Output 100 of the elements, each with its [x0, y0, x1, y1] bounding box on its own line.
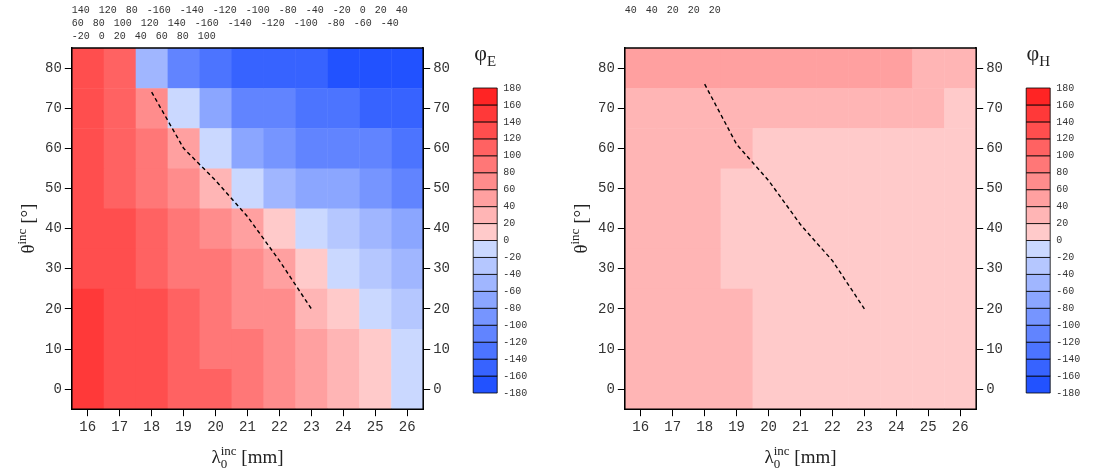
text: 20 [687, 4, 700, 16]
y2-tick-label: 10 [986, 340, 1004, 357]
color-bar-label: -40 [503, 269, 522, 281]
text: -40 [305, 4, 324, 16]
x-tick-label: 19 [175, 419, 193, 436]
text: -140 [227, 17, 252, 29]
text: 40 [134, 30, 147, 42]
color-bar-label: 80 [1056, 167, 1069, 179]
y2-tick-label: 40 [986, 220, 1004, 237]
text: 80 [125, 4, 138, 16]
text: 40 [395, 4, 408, 16]
color-bar-label: -160 [503, 370, 528, 382]
x-tick-label: 22 [271, 419, 288, 436]
text: -120 [260, 17, 285, 29]
text: 120 [140, 17, 159, 29]
y2-tick-label: 80 [433, 59, 451, 76]
text: 0 [359, 4, 366, 16]
x-tick-label: 26 [398, 419, 416, 436]
color-bar-label: 0 [503, 235, 510, 247]
text: -100 [293, 17, 318, 29]
x-tick-label: 19 [728, 419, 746, 436]
y-tick-label: 40 [597, 220, 615, 237]
x-tick-label: 23 [855, 419, 873, 436]
x-tick-label: 26 [951, 419, 969, 436]
x-tick-label: 25 [919, 419, 937, 436]
y2-tick-label: 60 [986, 140, 1004, 157]
text: 0 [98, 30, 105, 42]
color-bar-label: 20 [1056, 218, 1069, 230]
y-tick-label: 80 [597, 59, 615, 76]
x-tick-label: 21 [239, 419, 256, 436]
x-tick-label: 20 [760, 419, 777, 436]
x-tick-label: 23 [302, 419, 320, 436]
text: -160 [146, 4, 171, 16]
color-bar-label: 120 [503, 133, 522, 145]
y-tick-label: 50 [44, 180, 62, 197]
y2-tick-label: 70 [986, 99, 1004, 116]
color-bar-label: -40 [1056, 269, 1075, 281]
text: -20 [332, 4, 351, 16]
color-bar-label: -60 [503, 285, 522, 297]
color-bar-label: 140 [1056, 116, 1075, 128]
y2-tick-label: 70 [433, 99, 451, 116]
text: -160 [194, 17, 219, 29]
color-bar-label: -180 [503, 387, 528, 399]
y2-tick-label: 30 [986, 260, 1004, 277]
x-tick-label: 22 [824, 419, 841, 436]
x-tick-label: 24 [887, 419, 905, 436]
color-bar-label: -20 [1056, 252, 1075, 264]
color-bar-label: -140 [1056, 353, 1081, 365]
text: 80 [176, 30, 189, 42]
color-bar-label: 120 [1056, 133, 1075, 145]
y-axis-title: θinc [°] [567, 203, 591, 254]
color-bar-label: 40 [503, 201, 516, 213]
x-tick-label: 24 [334, 419, 352, 436]
text: 40 [645, 4, 658, 16]
color-bar-label: 60 [503, 184, 516, 196]
y2-tick-label: 40 [433, 220, 451, 237]
y-tick-label: 10 [597, 340, 615, 357]
color-bar-label: 80 [503, 167, 516, 179]
y-tick-label: 30 [597, 260, 615, 277]
color-bar-label: -180 [1056, 387, 1081, 399]
text: 100 [197, 30, 216, 42]
color-bar-label: -100 [503, 319, 528, 331]
x-tick-label: 18 [143, 419, 161, 436]
text: -120 [212, 4, 237, 16]
x-tick-label: 18 [696, 419, 714, 436]
color-bar-label: 20 [503, 218, 516, 230]
text: -140 [179, 4, 204, 16]
y2-tick-label: 50 [986, 180, 1004, 197]
color-bar-label: 40 [1056, 201, 1069, 213]
text: -80 [326, 17, 345, 29]
text: 20 [666, 4, 679, 16]
color-bar-label: 140 [503, 116, 522, 128]
y-tick-label: 20 [597, 300, 615, 317]
y-tick-label: 10 [44, 340, 62, 357]
color-bar-label: -120 [1056, 336, 1081, 348]
text: -20 [71, 30, 90, 42]
color-bar-label: -140 [503, 353, 528, 365]
text: 20 [708, 4, 721, 16]
y2-tick-label: 50 [433, 180, 451, 197]
text: 60 [155, 30, 168, 42]
text: 140 [71, 4, 90, 16]
text: -40 [380, 17, 399, 29]
y-tick-label: 0 [606, 380, 615, 397]
y-tick-label: 70 [44, 99, 62, 116]
color-bar-label: -100 [1056, 319, 1081, 331]
text: 100 [113, 17, 132, 29]
y2-tick-label: 10 [433, 340, 451, 357]
x-tick-label: 25 [366, 419, 384, 436]
color-bar-label: -120 [503, 336, 528, 348]
line-series [150, 91, 313, 310]
color-bar-label: -60 [1056, 285, 1075, 297]
text: 60 [71, 17, 84, 29]
y-tick-label: 0 [53, 380, 62, 397]
text: 80 [92, 17, 105, 29]
x-tick-label: 16 [79, 419, 97, 436]
text: -100 [245, 4, 270, 16]
y-tick-label: 50 [597, 180, 615, 197]
text: -60 [353, 17, 372, 29]
color-bar-label: 100 [1056, 150, 1075, 162]
y-tick-label: 40 [44, 220, 62, 237]
